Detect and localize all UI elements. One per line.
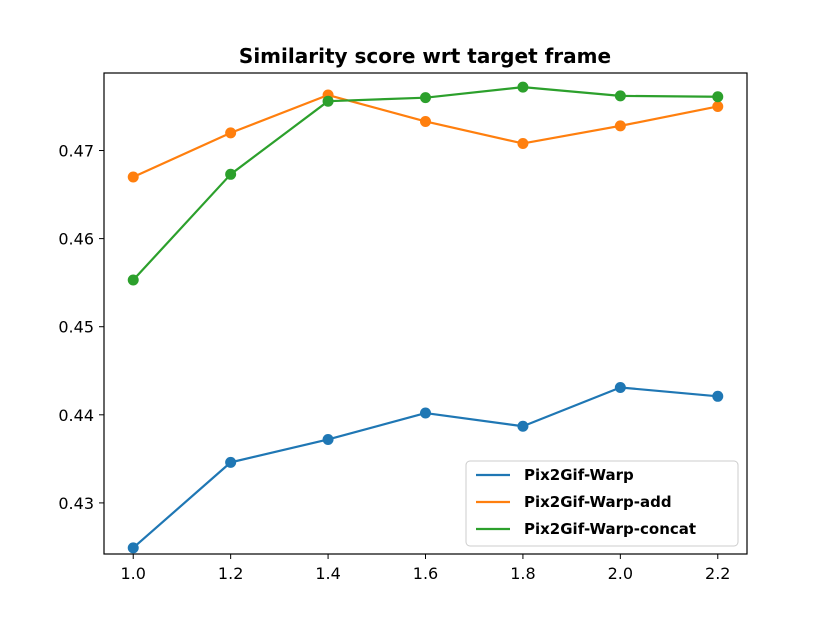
data-point: [420, 407, 431, 419]
legend: Pix2Gif-Warp Pix2Gif-Warp-add Pix2Gif-Warp…: [465, 460, 739, 547]
x-tick-label: 1.0: [121, 564, 146, 583]
data-point: [712, 100, 724, 112]
data-point: [322, 95, 334, 107]
data-point: [517, 137, 529, 149]
x-tick-label: 1.2: [218, 564, 243, 583]
data-point: [614, 120, 626, 132]
data-point: [517, 81, 529, 93]
x-tick-label: 1.4: [315, 564, 340, 583]
legend-label: Pix2Gif-Warp-add: [524, 493, 672, 511]
x-tick-label: 1.6: [413, 564, 438, 583]
series-3: [127, 81, 724, 286]
series-line: [132, 93, 718, 178]
data-point: [225, 168, 237, 180]
data-point: [127, 274, 139, 286]
y-tick-label: 0.43: [58, 494, 94, 513]
data-point: [420, 115, 431, 127]
legend-item: Pix2Gif-Warp: [476, 466, 634, 484]
data-point: [712, 390, 724, 402]
series-group: [127, 81, 724, 554]
chart-title: Similarity score wrt target frame: [239, 44, 611, 68]
legend-box: [465, 460, 739, 547]
data-point: [322, 433, 334, 445]
series-2: [127, 89, 724, 183]
series-1: [127, 382, 724, 554]
legend-item: Pix2Gif-Warp-concat: [476, 520, 696, 538]
data-point: [712, 91, 724, 103]
legend-label: Pix2Gif-Warp-concat: [524, 520, 696, 538]
data-point: [225, 456, 237, 468]
data-point: [127, 542, 139, 554]
y-tick-label: 0.46: [58, 230, 94, 249]
data-point: [614, 382, 626, 393]
data-point: [127, 171, 139, 183]
y-tick-label: 0.44: [58, 406, 94, 425]
legend-item: Pix2Gif-Warp-add: [476, 493, 672, 511]
x-tick-label: 2.2: [705, 564, 730, 583]
x-tick-label: 2.0: [608, 564, 633, 583]
data-point: [614, 90, 626, 102]
legend-label: Pix2Gif-Warp: [524, 466, 634, 484]
data-point: [225, 127, 237, 139]
x-tick-label: 1.8: [510, 564, 535, 583]
y-tick-label: 0.45: [58, 318, 94, 337]
axes: 1.0 1.2 1.4 1.6 1.8 2.0 2.2 0.43 0.44 0.45 0.46 0.4…: [58, 72, 748, 583]
y-tick-label: 0.47: [58, 142, 94, 161]
data-point: [420, 92, 431, 104]
data-point: [517, 420, 529, 432]
